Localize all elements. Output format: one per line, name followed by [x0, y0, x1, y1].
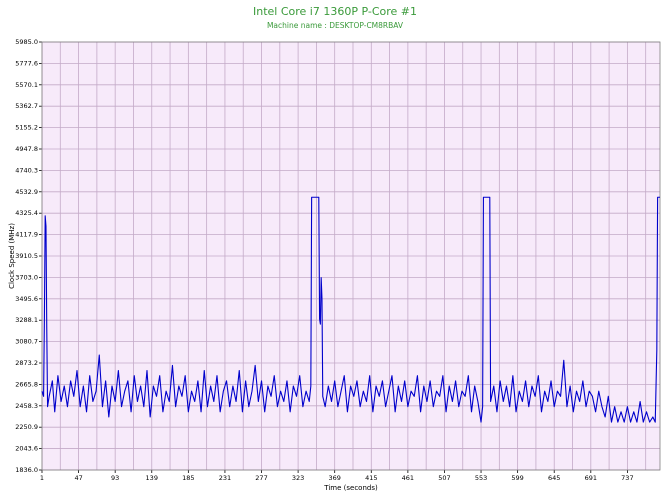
x-tick-label: 323 [292, 474, 304, 482]
x-tick-label: 507 [438, 474, 450, 482]
y-tick-label: 2665.8 [15, 380, 38, 388]
y-tick-label: 4117.9 [15, 231, 38, 239]
y-tick-label: 5155.2 [15, 124, 38, 132]
series-line [41, 196, 660, 423]
y-tick-label: 5777.6 [15, 59, 38, 67]
chart-title: Intel Core i7 1360P P-Core #1 [253, 5, 417, 18]
y-tick-label: 4325.4 [15, 209, 38, 217]
y-tick-label: 5362.7 [15, 102, 38, 110]
x-tick-label: 691 [585, 474, 597, 482]
x-tick-label: 93 [111, 474, 119, 482]
x-tick-label: 553 [475, 474, 487, 482]
y-tick-label: 3703.0 [15, 273, 38, 281]
x-tick-label: 185 [182, 474, 194, 482]
x-tick-label: 415 [365, 474, 377, 482]
x-tick-label: 277 [255, 474, 267, 482]
y-tick-label: 3080.7 [15, 338, 38, 346]
y-tick-label: 1836.0 [15, 466, 38, 474]
x-tick-label: 139 [146, 474, 158, 482]
y-tick-label: 3288.1 [15, 316, 38, 324]
y-tick-label: 4947.8 [15, 145, 38, 153]
x-axis-label: Time (seconds) [323, 484, 378, 492]
y-tick-label: 2250.9 [15, 423, 38, 431]
x-tick-label: 231 [219, 474, 231, 482]
chart-subtitle: Machine name : DESKTOP-CM8RBAV [267, 21, 404, 30]
y-tick-label: 5985.0 [15, 38, 38, 46]
y-tick-label: 4532.9 [15, 188, 38, 196]
x-tick-label: 461 [402, 474, 414, 482]
y-tick-label: 3910.5 [15, 252, 38, 260]
x-tick-label: 645 [548, 474, 560, 482]
y-tick-label: 2043.6 [15, 445, 38, 453]
x-tick-label: 47 [74, 474, 82, 482]
plot-border [41, 41, 661, 471]
x-tick-label: 599 [511, 474, 523, 482]
x-tick-label: 369 [328, 474, 340, 482]
y-tick-label: 5570.1 [15, 81, 38, 89]
y-tick-label: 2873.2 [15, 359, 38, 367]
y-tick-label: 3495.6 [15, 295, 38, 303]
y-axis-label: Clock Speed (MHz) [8, 223, 16, 289]
y-tick-label: 2458.3 [15, 402, 38, 410]
y-tick-label: 4740.3 [15, 166, 38, 174]
x-tick-label: 1 [40, 474, 44, 482]
x-tick-label: 737 [621, 474, 633, 482]
